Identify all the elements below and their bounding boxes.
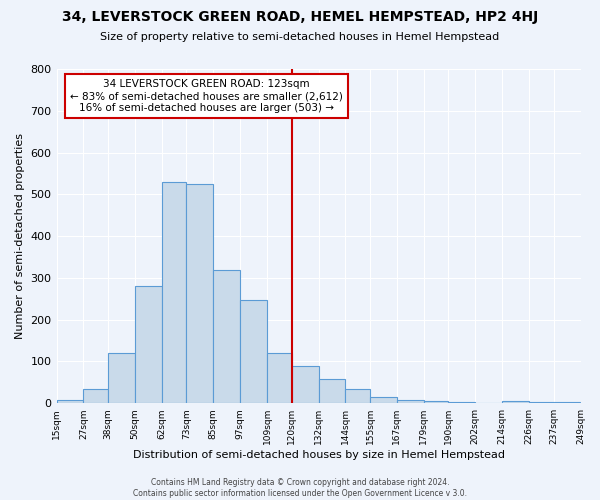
Text: Contains HM Land Registry data © Crown copyright and database right 2024.
Contai: Contains HM Land Registry data © Crown c… xyxy=(133,478,467,498)
Bar xyxy=(267,353,292,403)
Bar xyxy=(83,388,108,403)
Y-axis label: Number of semi-detached properties: Number of semi-detached properties xyxy=(15,133,25,339)
Bar xyxy=(56,400,83,403)
Bar xyxy=(397,400,424,403)
Bar xyxy=(187,184,213,403)
Text: Size of property relative to semi-detached houses in Hemel Hempstead: Size of property relative to semi-detach… xyxy=(100,32,500,42)
Bar xyxy=(240,300,267,403)
Bar xyxy=(554,402,580,403)
Bar xyxy=(424,401,448,403)
Bar xyxy=(448,402,475,403)
Bar xyxy=(108,353,135,403)
Bar xyxy=(292,366,319,403)
Text: 34, LEVERSTOCK GREEN ROAD, HEMEL HEMPSTEAD, HP2 4HJ: 34, LEVERSTOCK GREEN ROAD, HEMEL HEMPSTE… xyxy=(62,10,538,24)
Bar xyxy=(319,379,346,403)
Bar xyxy=(135,286,162,403)
Bar xyxy=(346,388,370,403)
Bar xyxy=(370,397,397,403)
Bar xyxy=(502,401,529,403)
X-axis label: Distribution of semi-detached houses by size in Hemel Hempstead: Distribution of semi-detached houses by … xyxy=(133,450,505,460)
Bar xyxy=(529,402,554,403)
Bar xyxy=(213,270,240,403)
Text: 34 LEVERSTOCK GREEN ROAD: 123sqm
← 83% of semi-detached houses are smaller (2,61: 34 LEVERSTOCK GREEN ROAD: 123sqm ← 83% o… xyxy=(70,80,343,112)
Bar xyxy=(162,182,187,403)
